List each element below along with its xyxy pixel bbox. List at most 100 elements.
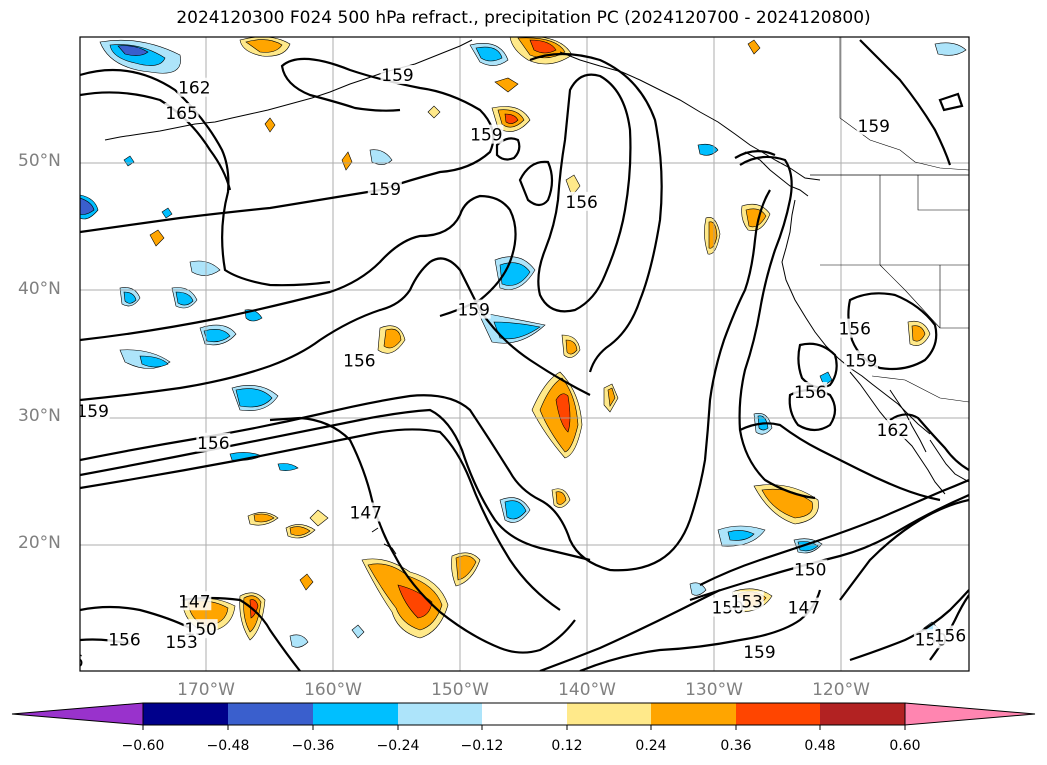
contour-label: 156 bbox=[51, 652, 83, 672]
precip-negative-core bbox=[493, 321, 541, 340]
colorbar-segment bbox=[313, 703, 398, 725]
contour-label-bg bbox=[177, 591, 212, 611]
precip-positive-region bbox=[494, 77, 519, 93]
colorbar-tick-label: −0.36 bbox=[291, 738, 335, 754]
precip-positive-core bbox=[253, 513, 275, 523]
contour-156-ne bbox=[847, 292, 938, 371]
colorbar-extend-low bbox=[11, 702, 144, 726]
contour-label-bg bbox=[729, 591, 764, 611]
precip-negative-region bbox=[934, 42, 967, 56]
colorbar-segment bbox=[651, 703, 736, 725]
colorbar-tick-label: 0.36 bbox=[720, 738, 752, 754]
colorbar-tick-label: 0.60 bbox=[889, 738, 921, 754]
contour-label: 156 bbox=[108, 630, 140, 650]
border-alaska-canada bbox=[839, 37, 969, 171]
colorbar-frame bbox=[142, 702, 906, 726]
contour-label: 162 bbox=[178, 79, 210, 99]
colorbar-tick-label: 0.12 bbox=[551, 738, 583, 754]
contour-label-bg bbox=[80, 650, 85, 670]
contour-159-small bbox=[495, 137, 521, 161]
map-title: 2024120300 F024 500 hPa refract., precip… bbox=[176, 8, 871, 28]
contour-162 bbox=[80, 68, 331, 287]
contour-label: 156 bbox=[565, 193, 597, 213]
lon-label: 130°W bbox=[685, 680, 743, 700]
colorbar-tick-label: 0.48 bbox=[804, 738, 836, 754]
contour-label: 147 bbox=[178, 592, 210, 612]
colorbar-tick-label: −0.48 bbox=[206, 738, 250, 754]
precip-positive-core bbox=[245, 39, 283, 53]
colorbar-segment bbox=[567, 703, 651, 725]
lon-label: 150°W bbox=[431, 680, 489, 700]
mexico-border bbox=[871, 375, 969, 403]
colorbar-segment bbox=[736, 703, 820, 725]
lon-label: 140°W bbox=[558, 680, 616, 700]
lon-label: 160°W bbox=[304, 680, 362, 700]
colorbar-segment bbox=[228, 703, 313, 725]
precip-negative-core bbox=[504, 500, 527, 520]
precip-positive-core bbox=[455, 555, 477, 581]
precip-positive-core bbox=[529, 39, 557, 54]
contour-159-central bbox=[537, 73, 632, 313]
precip-negative-core bbox=[175, 291, 194, 306]
colorbar-tick-label: −0.60 bbox=[121, 738, 165, 754]
contour-label-bg bbox=[164, 103, 199, 123]
precip-positive-region bbox=[299, 573, 314, 591]
precip-negative-core bbox=[80, 197, 95, 215]
precip-positive-region bbox=[309, 509, 329, 527]
precip-positive-core bbox=[555, 393, 571, 433]
contour-label-bg bbox=[932, 625, 967, 645]
contour-label-bg bbox=[875, 420, 910, 440]
precip-positive-core bbox=[555, 491, 567, 505]
colorbar-segment bbox=[398, 703, 482, 725]
contour-label: 156 bbox=[794, 383, 826, 403]
contour-label: 159 bbox=[845, 351, 877, 371]
colorbar-segment bbox=[482, 703, 567, 725]
colorbar-segment bbox=[143, 703, 228, 725]
colorbar-extend-high bbox=[904, 702, 1036, 726]
contour-label: 150 bbox=[794, 561, 826, 581]
precip-positive-region bbox=[747, 39, 761, 55]
precip-negative-region bbox=[689, 582, 707, 596]
precip-negative-region bbox=[697, 143, 719, 156]
precip-negative-region bbox=[289, 634, 309, 648]
precip-positive-core bbox=[911, 325, 926, 342]
precip-negative-core bbox=[123, 291, 137, 304]
contour-label-bg bbox=[844, 350, 879, 370]
contour-label: 159 bbox=[470, 126, 502, 146]
contour-159-ne bbox=[859, 39, 952, 166]
contour-156-se bbox=[929, 594, 969, 661]
precip-positive-core bbox=[607, 387, 616, 407]
contour-150-east bbox=[689, 493, 969, 602]
precip-negative-core bbox=[235, 388, 273, 408]
contour-label-bg bbox=[469, 124, 504, 144]
contour-label: 156 bbox=[197, 434, 229, 454]
precip-negative-core bbox=[139, 355, 169, 368]
contour-label: 159 bbox=[858, 117, 890, 137]
gulf-california bbox=[889, 389, 927, 453]
contour-159-ne2 bbox=[938, 92, 964, 112]
precip-negative-region bbox=[369, 149, 393, 165]
contour-label: 156 bbox=[934, 626, 966, 646]
contour-label-bg bbox=[107, 629, 142, 649]
precip-positive-core bbox=[708, 221, 718, 249]
contour-label-bg bbox=[793, 382, 828, 402]
map-background bbox=[80, 37, 969, 671]
map-frame bbox=[79, 36, 970, 672]
contour-label: 147 bbox=[350, 504, 382, 524]
precip-positive-core bbox=[383, 328, 402, 349]
lat-label: 20°N bbox=[18, 533, 61, 553]
precip-negative-region bbox=[277, 463, 299, 471]
contour-147-east bbox=[839, 498, 969, 601]
contour-label-bg bbox=[564, 191, 599, 211]
precip-negative-core bbox=[475, 46, 503, 62]
contour-label-bg bbox=[856, 115, 891, 135]
colorbar-segment bbox=[820, 703, 905, 725]
precip-positive-region bbox=[565, 174, 581, 197]
precip-negative-region bbox=[351, 624, 365, 639]
contour-label: 156 bbox=[343, 351, 375, 371]
contour-156-central bbox=[529, 52, 663, 373]
aleutian-coast bbox=[104, 39, 473, 141]
contour-label-bg bbox=[456, 299, 491, 319]
colorbar bbox=[11, 702, 1036, 730]
